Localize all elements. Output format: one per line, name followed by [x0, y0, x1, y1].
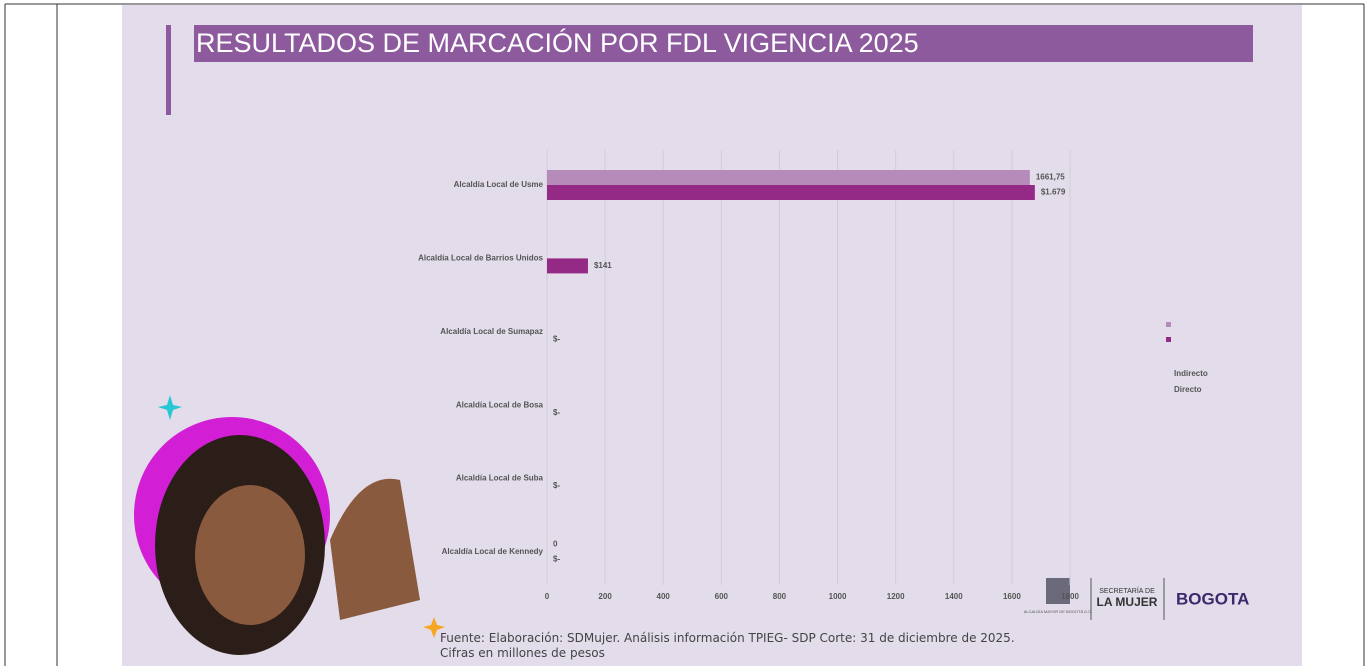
- y-tick-label: Alcaldía Local de Barrios Unidos: [418, 254, 543, 263]
- y-tick-label: Alcaldía Local de Kennedy: [442, 547, 544, 556]
- legend-swatch: [1166, 337, 1171, 342]
- value-label: $1.679: [1041, 188, 1066, 197]
- logo-text: BOGOTA: [1176, 589, 1249, 608]
- y-tick-label: Alcaldía Local de Suba: [456, 474, 544, 483]
- bar: [547, 185, 1035, 200]
- logo-text: ALCALDÍA MAYOR DE BOGOTÁ D.C.: [1024, 609, 1093, 614]
- value-label: 0: [553, 540, 558, 549]
- y-tick-label: Alcaldía Local de Sumapaz: [440, 327, 543, 336]
- x-tick-label: 1600: [1003, 592, 1021, 601]
- value-label: $-: [553, 481, 560, 490]
- star: [158, 395, 182, 420]
- photo-face: [195, 485, 305, 625]
- value-label: $-: [553, 555, 560, 564]
- logo-text: SECRETARÍA DE: [1099, 586, 1155, 595]
- logo-shield: [1046, 578, 1070, 604]
- source-note: Fuente: Elaboración: SDMujer. Análisis i…: [440, 631, 1015, 660]
- title-bar: [194, 25, 1253, 62]
- y-tick-label: Alcaldía Local de Bosa: [456, 400, 544, 409]
- x-tick-label: 1400: [945, 592, 963, 601]
- y-tick-label: Alcaldía Local de Usme: [454, 180, 544, 189]
- x-tick-label: 1200: [887, 592, 905, 601]
- accent-bar: [166, 25, 171, 115]
- value-label: 1661,75: [1036, 173, 1065, 182]
- legend-label: Directo: [1174, 385, 1202, 394]
- photo-hand: [330, 478, 420, 620]
- x-tick-label: 800: [773, 592, 787, 601]
- legend-swatch: [1166, 322, 1171, 327]
- x-tick-label: 400: [657, 592, 671, 601]
- chart-title: RESULTADOS DE MARCACIÓN POR FDL VIGENCIA…: [196, 27, 919, 58]
- x-tick-label: 200: [598, 592, 612, 601]
- logo-text: LA MUJER: [1097, 595, 1158, 609]
- x-tick-label: 0: [545, 592, 550, 601]
- star: [423, 617, 445, 638]
- x-tick-label: 1800: [1061, 592, 1079, 601]
- bar: [547, 258, 588, 274]
- x-tick-label: 1000: [829, 592, 847, 601]
- value-label: $141: [594, 261, 612, 270]
- x-tick-label: 600: [715, 592, 729, 601]
- legend-label: Indirecto: [1174, 369, 1208, 378]
- value-label: $-: [553, 408, 560, 417]
- value-label: $-: [553, 334, 560, 343]
- bar: [547, 170, 1030, 185]
